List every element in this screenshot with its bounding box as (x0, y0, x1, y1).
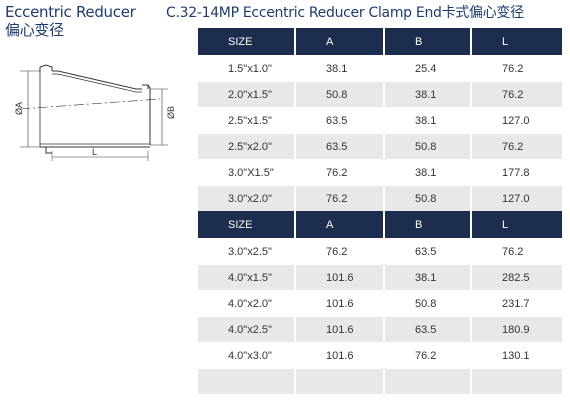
table-row: 3.0"x2.0" 76.2 50.8 127.0 (198, 185, 562, 211)
cell-l: 127.0 (471, 107, 562, 134)
cell-l: 127.0 (471, 185, 562, 211)
cell-l: 177.8 (471, 159, 562, 186)
cell-a: 101.6 (295, 342, 385, 369)
cell-size: 4.0"x2.5" (198, 316, 296, 343)
header-l: L (471, 211, 562, 239)
header-b: B (384, 211, 472, 239)
cell-b: 38.1 (384, 107, 472, 134)
header-l: L (471, 28, 562, 56)
cell-a: 63.5 (295, 133, 385, 160)
cell-b: 50.8 (384, 185, 472, 211)
title-chinese: 偏心变径 (5, 21, 64, 39)
header-size: SIZE (198, 211, 296, 239)
cell-empty (295, 368, 385, 394)
cell-size: 4.0"x3.0" (198, 342, 296, 369)
cell-b: 63.5 (384, 238, 472, 265)
table-row: 4.0"x1.5" 101.6 38.1 282.5 (198, 264, 562, 291)
cell-b: 38.1 (384, 264, 472, 291)
title-english: Eccentric Reducer (5, 3, 136, 21)
cell-empty (198, 368, 296, 394)
label-diameter-b: ØB (166, 106, 176, 119)
cell-size: 3.0"X1.5" (198, 159, 296, 186)
table-header-row: SIZE A B L (198, 28, 562, 56)
cell-empty (384, 368, 472, 394)
table-row-empty (198, 368, 562, 394)
cell-l: 76.2 (471, 55, 562, 82)
cell-size: 2.0"x1.5" (198, 81, 296, 108)
cell-l: 130.1 (471, 342, 562, 369)
cell-b: 50.8 (384, 133, 472, 160)
cell-empty (471, 368, 562, 394)
cell-l: 180.9 (471, 316, 562, 343)
label-diameter-a: ØA (14, 102, 24, 115)
cell-l: 76.2 (471, 81, 562, 108)
table-row: 3.0"X1.5" 76.2 38.1 177.8 (198, 159, 562, 186)
cell-a: 63.5 (295, 107, 385, 134)
table-header-row: SIZE A B L (198, 211, 562, 239)
cell-a: 38.1 (295, 55, 385, 82)
cell-l: 231.7 (471, 290, 562, 317)
cell-b: 38.1 (384, 81, 472, 108)
cell-b: 76.2 (384, 342, 472, 369)
cell-l: 282.5 (471, 264, 562, 291)
eccentric-reducer-drawing: ØA ØB L (14, 64, 176, 161)
cell-a: 76.2 (295, 238, 385, 265)
cell-b: 50.8 (384, 290, 472, 317)
cell-size: 4.0"x1.5" (198, 264, 296, 291)
cell-a: 76.2 (295, 159, 385, 186)
cell-size: 3.0"x2.0" (198, 185, 296, 211)
cell-l: 76.2 (471, 133, 562, 160)
cell-l: 76.2 (471, 238, 562, 265)
cell-a: 76.2 (295, 185, 385, 211)
table-row: 2.0"x1.5" 50.8 38.1 76.2 (198, 81, 562, 108)
cell-size: 2.5"x1.5" (198, 107, 296, 134)
table-row: 2.5"x2.0" 63.5 50.8 76.2 (198, 133, 562, 160)
cell-size: 4.0"x2.0" (198, 290, 296, 317)
label-length: L (92, 147, 97, 157)
table-row: 2.5"x1.5" 63.5 38.1 127.0 (198, 107, 562, 134)
table-row: 4.0"x2.0" 101.6 50.8 231.7 (198, 290, 562, 317)
cell-b: 25.4 (384, 55, 472, 82)
table-row: 4.0"x2.5" 101.6 63.5 180.9 (198, 316, 562, 343)
header-a: A (295, 211, 385, 239)
header-a: A (295, 28, 385, 56)
header-size: SIZE (198, 28, 296, 56)
header-b: B (384, 28, 472, 56)
cell-size: 2.5"x2.0" (198, 133, 296, 160)
dimension-table-1: SIZE A B L 1.5"x1.0" 38.1 25.4 76.2 2.0"… (198, 28, 562, 211)
product-title: C.32-14MP Eccentric Reducer Clamp End卡式偏… (166, 5, 524, 21)
table-row: 4.0"x3.0" 101.6 76.2 130.1 (198, 342, 562, 369)
cell-a: 101.6 (295, 316, 385, 343)
cell-a: 101.6 (295, 264, 385, 291)
cell-b: 38.1 (384, 159, 472, 186)
section-title: Eccentric Reducer 偏心变径 (5, 3, 136, 40)
cell-size: 1.5"x1.0" (198, 55, 296, 82)
cell-size: 3.0"x2.5" (198, 238, 296, 265)
dimension-table-2: SIZE A B L 3.0"x2.5" 76.2 63.5 76.2 4.0"… (198, 211, 562, 394)
cell-a: 50.8 (295, 81, 385, 108)
cell-b: 63.5 (384, 316, 472, 343)
cell-a: 101.6 (295, 290, 385, 317)
table-row: 3.0"x2.5" 76.2 63.5 76.2 (198, 238, 562, 265)
table-row: 1.5"x1.0" 38.1 25.4 76.2 (198, 55, 562, 82)
